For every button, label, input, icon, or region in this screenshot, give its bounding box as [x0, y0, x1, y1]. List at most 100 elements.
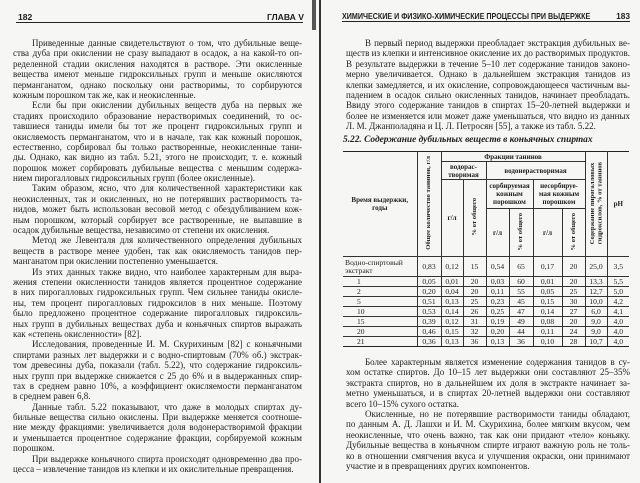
table-cell: 32	[462, 326, 487, 337]
table-cell: 49	[508, 316, 534, 327]
table-cell: 4,1	[606, 306, 630, 317]
text-line: спиртами разных лет выдержки и с водно-с…	[13, 349, 302, 360]
table-cell: 5,5	[606, 276, 630, 287]
text-line: мерно увеличивается. Однако в дальнейшем…	[346, 69, 630, 80]
header-soluble: водорас- творимая	[441, 161, 487, 180]
table-cell: 55	[508, 286, 534, 297]
header-total-label: Общее количество танинов, г/л	[425, 156, 433, 250]
right-page-body-top: В первый период выдержки преобладает экс…	[346, 38, 630, 132]
table-row: 10 0,53 0,14 26 0,25 47 0,14 27 6,0 4,1	[343, 306, 630, 317]
text-line: вещества имеют меньше гидроксильных груп…	[13, 69, 302, 80]
header-rule-left	[16, 22, 303, 24]
text-line: в них пирогалловых гидроксильных групп. …	[13, 287, 302, 298]
table-cell: 0,20	[416, 286, 442, 297]
header-unsorbed: несорбируе- мая кожным порошком	[532, 179, 586, 209]
text-line: осадок дубильные вещества, независимо от…	[13, 225, 270, 236]
header-unsorbed-gl: г/л	[532, 208, 563, 257]
text-line: В первый период выдержки преобладает экс…	[365, 38, 630, 48]
table-cell: 25	[561, 286, 586, 297]
text-line: Из этих данных также видно, что наиболее…	[32, 266, 302, 277]
table-cell: 0,13	[440, 336, 464, 347]
table-cell: 0,20	[485, 326, 510, 337]
header-ph: pH	[606, 151, 630, 257]
table-cell: 0,05	[416, 276, 442, 287]
table-cell: 0,23	[485, 296, 510, 307]
text-line: и уменьшается процентное содержание фрак…	[13, 432, 302, 443]
text-line: Дубильные вещества в коньячном спирте иг…	[346, 440, 630, 451]
header-age: Время выдержки, годы	[343, 151, 418, 257]
table-cell: 0,39	[416, 316, 442, 327]
text-line: Более характерным является изменение сод…	[365, 357, 630, 367]
table-cell: 9,0	[584, 316, 608, 327]
table-row: 1 0,05 0,01 20 0,03 60 0,01 20 13,3 5,5	[343, 276, 630, 287]
table-cell: 44	[508, 326, 534, 337]
table-cell: 0,05	[532, 286, 563, 297]
header-sorbed-gl: г/л	[486, 208, 510, 257]
text-line: ды. Однако, как видно из табл. 5.21, это…	[13, 152, 302, 163]
text-line: естественно, сорбировал бы только раство…	[13, 141, 302, 152]
table-cell: 0,13	[485, 336, 510, 347]
text-line: в среднем равен 6,8.	[13, 391, 91, 402]
table-cell: 47	[508, 306, 534, 317]
row-label: 2	[343, 286, 418, 297]
text-line: ным порошком, который сорбирует все раст…	[13, 214, 302, 225]
table-cell: 4,0	[606, 326, 630, 337]
text-line: тавшиеся таниды имели бы тот же процент …	[13, 121, 302, 132]
text-line: жения степени окисленности танидов являе…	[13, 276, 302, 287]
text-line: нидов, может быть использован весовой ме…	[13, 204, 302, 215]
table-cell: 0,01	[440, 276, 464, 287]
table-cell: 36	[508, 336, 534, 347]
header-sorbed-pct-label: % от общего	[517, 212, 525, 251]
table-cell: 31	[462, 316, 487, 327]
table-cell: 0,12	[440, 316, 464, 327]
table-cell: 4,0	[606, 336, 630, 347]
table-cell: 27	[561, 306, 586, 317]
table-cell: 36	[462, 336, 487, 347]
table-cell: 0,54	[485, 256, 510, 277]
text-line: всего 10–15% сухого остатка.	[346, 398, 459, 409]
text-line: стадиях происходило образование нераство…	[13, 110, 302, 121]
header-right: ХИМИЧЕСКИЕ И ФИЗИКО-ХИМИЧЕСКИЕ ПРОЦЕССЫ …	[342, 11, 630, 21]
table-cell: 3,5	[606, 256, 630, 277]
text-line: Данные табл. 5.22 показывают, что даже в…	[32, 401, 302, 412]
text-line: том древесины дуба, показали (табл. 5.22…	[13, 360, 302, 371]
table-cell: 12,7	[584, 286, 608, 297]
text-line: по данным А. Д. Лашхи и И. М. Скурихина,…	[346, 419, 630, 430]
table-row: 2 0,20 0,04 20 0,11 55 0,05 25 12,7 5,0	[343, 286, 630, 297]
header-soluble-pct: % от общего	[462, 179, 487, 257]
table-cell: 0,10	[532, 336, 563, 347]
binding-shadow	[312, 0, 316, 30]
header-rule-right	[342, 21, 630, 23]
table-cell: 0,08	[532, 316, 563, 327]
header-insoluble: водонерастворимая	[485, 161, 586, 180]
table-cell: 60	[508, 276, 534, 287]
header-sorbed-pct: % от общего	[508, 208, 534, 257]
table-row: 15 0,39 0,12 31 0,19 49 0,08 20 9,0 4,0	[343, 316, 630, 327]
table-cell: 0,19	[485, 316, 510, 327]
table-cell: 65	[508, 256, 534, 277]
text-line: ны, тем процент пирогалловых гидроксилов…	[13, 297, 302, 308]
row-label: 21	[343, 336, 418, 347]
table-cell: 25	[462, 296, 487, 307]
text-line: тах в среднем равно 10%, а коэффициент о…	[13, 380, 302, 391]
left-page-body: Приведенные данные свидетельствуют о том…	[13, 38, 302, 474]
row-label: 1	[343, 276, 418, 287]
text-line: участие и в превращениях других компонен…	[346, 460, 530, 471]
text-line: Приведенные данные свидетельствуют о том…	[32, 38, 302, 48]
table-cell: 20	[462, 276, 487, 287]
table-cell: 30	[561, 296, 586, 307]
header-unsorbed-pct-label: % от общего	[569, 212, 577, 251]
table-cell: 0,51	[416, 296, 442, 307]
table-cell: 0,83	[416, 256, 442, 277]
table-cell: 0,36	[416, 336, 442, 347]
text-line: нием пирогалловых гидроксильных групп (б…	[13, 173, 255, 184]
text-line: Если бы при окислении дубильных веществ …	[32, 100, 302, 111]
header-pyrogallol: Содержание пирогалловых гидроксилов, % о…	[584, 151, 608, 257]
text-line: ства дуба при окислении не сразу выпадаю…	[13, 48, 302, 59]
table-cell: 15	[462, 256, 487, 277]
table-cell: 24	[561, 326, 586, 337]
tannin-table: Время выдержки, годы Общее количество та…	[343, 151, 630, 347]
table-cell: 0,46	[416, 326, 442, 337]
row-label: 15	[343, 316, 418, 327]
text-line: клепки замедляется, и их окисление, сопр…	[346, 79, 630, 90]
